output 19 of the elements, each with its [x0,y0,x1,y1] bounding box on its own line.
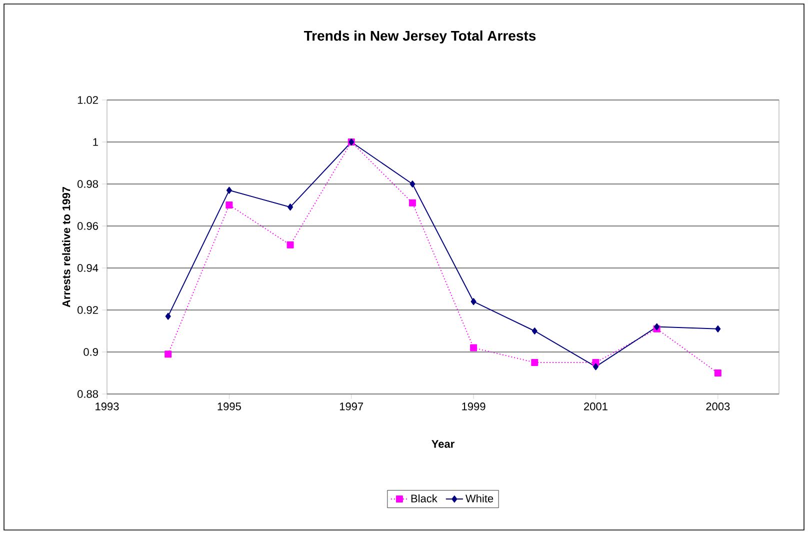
y-tick-label: 0.96 [78,222,98,230]
x-axis-title: Year [432,440,454,448]
x-tick-label: 2003 [706,402,730,410]
x-tick-label: 1993 [96,402,119,410]
y-tick-label: 1.02 [78,96,98,104]
chart-title: Trends in New Jersey Total Arrests [304,30,536,44]
x-tick-label: 1995 [218,402,241,410]
x-tick-label: 1999 [462,402,486,410]
x-tick-label: 2001 [584,402,608,410]
y-tick-label: 0.88 [78,390,98,398]
x-tick-label: 1997 [340,402,364,410]
y-tick-label: 1 [93,138,98,146]
y-tick-label: 0.98 [78,180,98,188]
y-axis-title: Arrests relative to 1997 [62,186,70,308]
legend-label: Black [411,494,438,502]
y-tick-label: 0.94 [78,264,98,272]
legend-label: White [466,494,494,502]
y-tick-label: 0.92 [78,306,98,314]
y-tick-label: 0.9 [84,348,98,356]
